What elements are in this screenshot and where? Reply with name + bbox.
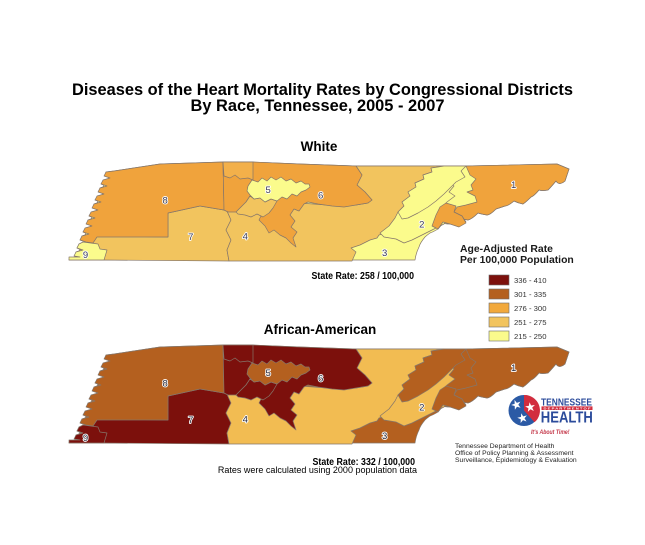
svg-text:7: 7: [188, 232, 193, 243]
svg-text:2: 2: [419, 403, 424, 414]
svg-text:6: 6: [318, 191, 323, 202]
svg-text:9: 9: [83, 433, 88, 444]
svg-text:9: 9: [83, 250, 88, 261]
svg-text:3: 3: [382, 248, 387, 259]
svg-text:5: 5: [265, 368, 270, 379]
svg-text:8: 8: [163, 195, 168, 206]
svg-text:6: 6: [318, 374, 323, 385]
svg-text:3: 3: [382, 431, 387, 442]
svg-text:7: 7: [188, 415, 193, 426]
svg-text:1: 1: [511, 180, 516, 191]
svg-text:4: 4: [243, 415, 248, 426]
svg-text:2: 2: [419, 220, 424, 231]
svg-text:4: 4: [243, 232, 248, 243]
svg-text:8: 8: [163, 378, 168, 389]
svg-text:TENNESSEE: TENNESSEE: [541, 397, 592, 408]
svg-text:5: 5: [265, 185, 270, 196]
svg-text:1: 1: [511, 363, 516, 374]
svg-text:D E P A R T M E N T O F: D E P A R T M E N T O F: [544, 407, 592, 411]
svg-text:It's About Time!: It's About Time!: [531, 429, 570, 436]
svg-text:HEALTH: HEALTH: [541, 410, 593, 427]
